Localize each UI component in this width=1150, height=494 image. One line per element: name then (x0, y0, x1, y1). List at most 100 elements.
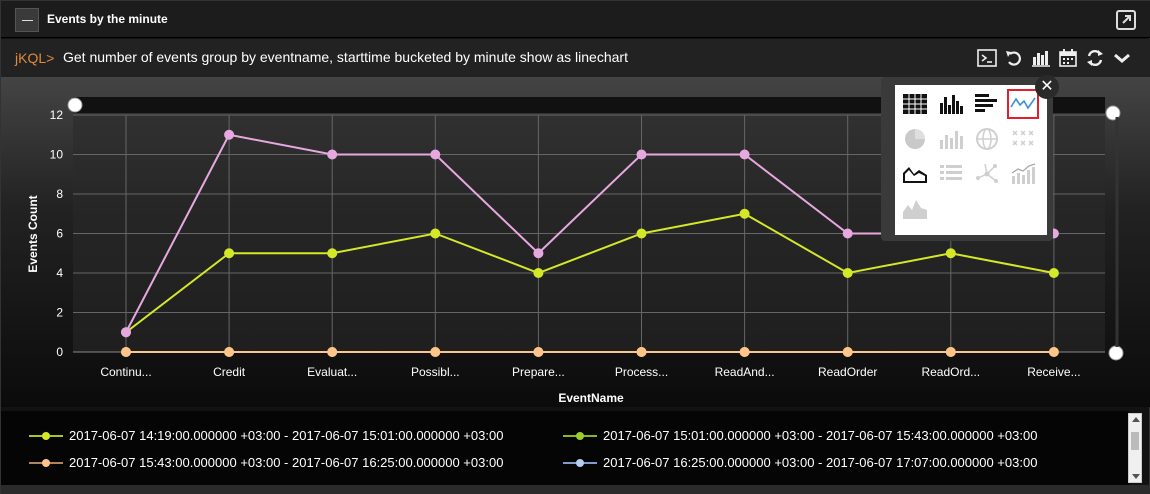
legend-swatch-icon (563, 457, 597, 469)
scroll-down-icon[interactable] (1132, 474, 1140, 479)
x-tick-label: Receive... (1027, 365, 1080, 379)
close-icon[interactable]: ✕ (1035, 75, 1059, 99)
combo-chart-icon[interactable] (1009, 161, 1037, 187)
y-tick-label: 4 (56, 266, 63, 280)
x-tick-label: Credit (213, 365, 246, 379)
data-point (327, 149, 338, 160)
legend-item[interactable]: 2017-06-07 15:01:00.000000 +03:00 - 2017… (563, 428, 1037, 443)
data-point (945, 347, 956, 357)
data-point (327, 248, 338, 259)
legend-swatch-icon (29, 430, 63, 442)
chart-legend: 2017-06-07 14:19:00.000000 +03:00 - 2017… (1, 411, 1129, 485)
x-tick-label: ReadOrd... (921, 365, 980, 379)
data-point (1048, 347, 1059, 357)
list-chart-icon[interactable] (937, 161, 965, 187)
query-toolbar (977, 48, 1132, 68)
table-chart-icon[interactable] (901, 91, 929, 117)
x-tick-label: ReadAnd... (715, 365, 775, 379)
data-point (533, 248, 544, 259)
network-chart-icon[interactable] (973, 161, 1001, 187)
bar-chart-icon[interactable] (973, 91, 1001, 117)
undo-icon[interactable] (1004, 48, 1024, 68)
x-tick-label: Prepare... (512, 365, 565, 379)
x-tick-label: Evaluat... (307, 365, 357, 379)
chart-type-picker (881, 77, 1053, 241)
legend-label: 2017-06-07 15:01:00.000000 +03:00 - 2017… (603, 428, 1038, 443)
y-tick-label: 12 (50, 108, 64, 122)
popout-arrow-icon (1122, 15, 1131, 24)
chart-type-grid (895, 85, 1047, 235)
data-point (739, 208, 750, 219)
legend-swatch-icon (563, 430, 597, 442)
matrix-chart-icon[interactable] (1009, 126, 1037, 152)
resize-handle[interactable] (1, 485, 1150, 494)
map-chart-icon[interactable] (973, 126, 1001, 152)
bar-chart-icon[interactable] (1031, 48, 1051, 68)
data-point (739, 149, 750, 160)
legend-swatch-icon (29, 457, 63, 469)
stacked-area-chart-icon[interactable] (901, 196, 929, 222)
panel-header: Events by the minute (1, 1, 1150, 38)
data-point (842, 347, 853, 357)
range-handle-icon (1108, 345, 1124, 361)
terminal-icon[interactable] (977, 48, 997, 68)
data-point (430, 149, 441, 160)
series-line (125, 212, 1055, 334)
query-bar: jKQL> Get number of events group by even… (1, 39, 1150, 77)
query-text[interactable]: Get number of events group by eventname,… (63, 49, 628, 65)
scroll-up-icon[interactable] (1132, 417, 1140, 422)
data-point (1048, 268, 1059, 278)
legend-item[interactable]: 2017-06-07 16:25:00.000000 +03:00 - 2017… (563, 455, 1037, 470)
data-point (121, 327, 131, 338)
data-point (224, 347, 235, 357)
data-point (121, 347, 131, 357)
range-handle-icon (67, 97, 83, 113)
x-tick-label: Process... (615, 365, 668, 379)
data-point (739, 347, 750, 357)
data-point (636, 149, 647, 160)
data-point (224, 129, 235, 140)
collapse-button[interactable] (15, 8, 39, 32)
column-chart-icon[interactable] (937, 91, 965, 117)
pie-chart-icon[interactable] (901, 126, 929, 152)
data-point (224, 248, 235, 259)
scatter-chart-icon[interactable] (937, 126, 965, 152)
y-tick-label: 6 (56, 227, 63, 241)
data-point (636, 228, 647, 239)
y-axis-label: Events Count (26, 195, 40, 272)
data-point (636, 347, 647, 357)
data-point (533, 268, 544, 278)
data-point (842, 228, 853, 239)
data-point (533, 347, 544, 357)
calendar-icon[interactable] (1058, 48, 1078, 68)
query-prompt: jKQL> (15, 50, 55, 66)
legend-label: 2017-06-07 14:19:00.000000 +03:00 - 2017… (69, 428, 504, 443)
legend-scrollbar[interactable] (1128, 413, 1142, 483)
x-axis-label: EventName (558, 391, 624, 405)
panel-title: Events by the minute (47, 12, 168, 26)
x-tick-label: Continu... (100, 365, 151, 379)
data-point (430, 347, 441, 357)
refresh-icon[interactable] (1085, 48, 1105, 68)
legend-item[interactable]: 2017-06-07 14:19:00.000000 +03:00 - 2017… (29, 428, 503, 443)
x-tick-label: Possibl... (411, 365, 460, 379)
line-chart-icon[interactable] (1007, 89, 1039, 119)
scroll-thumb[interactable] (1131, 432, 1139, 450)
data-point (945, 248, 956, 259)
legend-label: 2017-06-07 15:43:00.000000 +03:00 - 2017… (69, 455, 504, 470)
data-point (842, 268, 853, 278)
data-point (327, 347, 338, 357)
plot-top-band (73, 97, 1105, 113)
y-tick-label: 8 (56, 187, 63, 201)
data-point (430, 228, 441, 239)
y-tick-label: 0 (56, 345, 63, 359)
x-tick-label: ReadOrder (818, 365, 877, 379)
legend-label: 2017-06-07 16:25:00.000000 +03:00 - 2017… (603, 455, 1038, 470)
range-handle-icon (1105, 105, 1121, 121)
area-chart-icon[interactable] (901, 161, 929, 187)
y-tick-label: 10 (50, 148, 64, 162)
legend-item[interactable]: 2017-06-07 15:43:00.000000 +03:00 - 2017… (29, 455, 503, 470)
chevron-down-icon[interactable] (1112, 48, 1132, 68)
popout-icon[interactable] (1116, 10, 1136, 30)
